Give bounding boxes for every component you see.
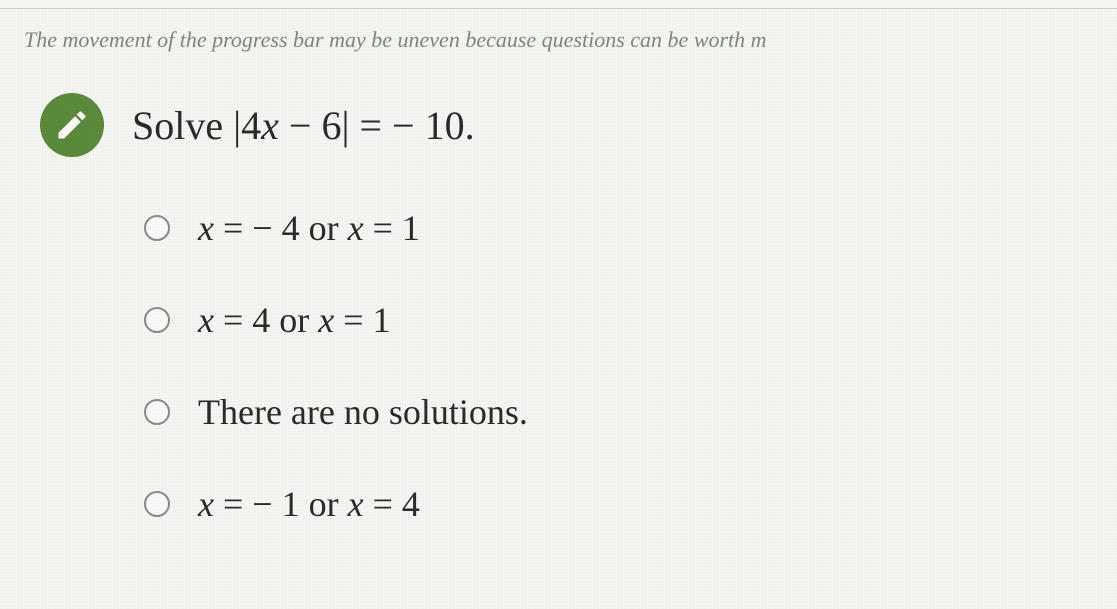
option-seg: = 1	[334, 300, 390, 340]
option-1-text: x = − 4 or x = 1	[198, 207, 420, 249]
option-1[interactable]: x = − 4 or x = 1	[144, 207, 1093, 249]
options-list: x = − 4 or x = 1 x = 4 or x = 1 There ar…	[144, 207, 1093, 525]
option-seg: = − 4 or	[214, 208, 348, 248]
option-4[interactable]: x = − 1 or x = 4	[144, 483, 1093, 525]
radio-icon[interactable]	[144, 215, 170, 241]
question-variable: x	[261, 103, 279, 148]
option-var: x	[348, 208, 364, 248]
option-var: x	[318, 300, 334, 340]
radio-icon[interactable]	[144, 307, 170, 333]
option-var: x	[198, 300, 214, 340]
question-suffix: − 6| = − 10.	[279, 103, 475, 148]
question-prefix: Solve |4	[132, 103, 261, 148]
progress-hint-text: The movement of the progress bar may be …	[0, 8, 1117, 53]
option-3[interactable]: There are no solutions.	[144, 391, 1093, 433]
option-var: x	[348, 484, 364, 524]
question-text: Solve |4x − 6| = − 10.	[132, 102, 475, 149]
radio-icon[interactable]	[144, 491, 170, 517]
option-3-text: There are no solutions.	[198, 391, 528, 433]
option-seg: = 4 or	[214, 300, 318, 340]
option-2-text: x = 4 or x = 1	[198, 299, 391, 341]
option-seg: = 1	[364, 208, 420, 248]
option-seg: = − 1 or	[214, 484, 348, 524]
pencil-icon	[40, 93, 104, 157]
question-area: Solve |4x − 6| = − 10. x = − 4 or x = 1 …	[0, 53, 1117, 525]
question-row: Solve |4x − 6| = − 10.	[40, 93, 1093, 157]
option-var: x	[198, 208, 214, 248]
option-var: x	[198, 484, 214, 524]
option-2[interactable]: x = 4 or x = 1	[144, 299, 1093, 341]
option-seg: = 4	[364, 484, 420, 524]
radio-icon[interactable]	[144, 399, 170, 425]
option-4-text: x = − 1 or x = 4	[198, 483, 420, 525]
